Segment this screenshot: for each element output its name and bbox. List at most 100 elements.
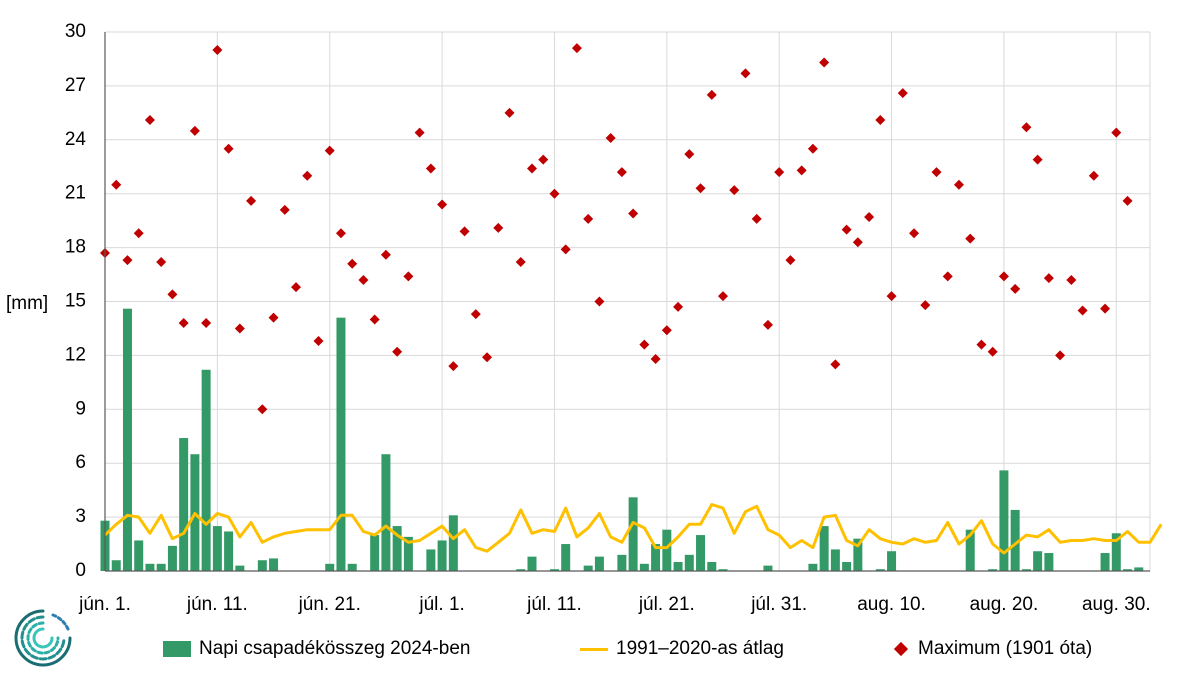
maximum-point bbox=[1100, 303, 1111, 314]
maximum-point bbox=[291, 282, 302, 293]
maximum-point bbox=[425, 163, 436, 174]
precip-bar bbox=[639, 563, 649, 571]
maximum-point bbox=[785, 255, 796, 266]
precip-bar bbox=[1100, 553, 1110, 571]
maximum-point bbox=[234, 323, 245, 334]
maximum-point bbox=[347, 258, 358, 269]
maximum-point bbox=[762, 319, 773, 330]
precip-bar bbox=[1010, 509, 1020, 571]
maximum-point bbox=[1077, 305, 1088, 316]
gridlines bbox=[104, 31, 1151, 571]
maximum-point bbox=[751, 213, 762, 224]
precip-bar bbox=[527, 556, 537, 571]
legend-label-average: 1991–2020-as átlag bbox=[616, 638, 784, 659]
x-tick-label: júl. 31. bbox=[750, 594, 807, 615]
maximum-point bbox=[369, 314, 380, 325]
x-tick-label: aug. 10. bbox=[857, 594, 926, 615]
maximum-point bbox=[729, 185, 740, 196]
maximum-point bbox=[998, 271, 1009, 282]
y-axis-ticks: 0 3 6 9 12 15 18 21 24 27 30 bbox=[65, 21, 87, 581]
maximum-point bbox=[1032, 154, 1043, 165]
precip-bar bbox=[651, 544, 661, 571]
maximum-point bbox=[695, 183, 706, 194]
maximum-point bbox=[571, 43, 582, 54]
maximum-point bbox=[819, 57, 830, 68]
maximum-point bbox=[470, 309, 481, 320]
precip-bar bbox=[718, 569, 728, 571]
precip-bar bbox=[437, 540, 447, 571]
maximum-point bbox=[1043, 273, 1054, 284]
maximum-point bbox=[897, 88, 908, 99]
maximum-point bbox=[650, 353, 661, 364]
maximum-point bbox=[526, 163, 537, 174]
precip-bar bbox=[696, 535, 706, 571]
x-tick-label: júl. 11. bbox=[526, 594, 582, 615]
y-tick-label: 12 bbox=[65, 344, 86, 365]
maximum-point bbox=[144, 115, 155, 126]
maximum-point bbox=[931, 167, 942, 178]
x-tick-label: júl. 21. bbox=[638, 594, 695, 615]
precip-bar bbox=[516, 569, 526, 571]
maximum-point bbox=[302, 170, 313, 181]
precip-bar bbox=[842, 562, 852, 571]
legend-item-daily: Napi csapadékösszeg 2024-ben bbox=[163, 632, 470, 666]
y-tick-label: 21 bbox=[65, 183, 86, 204]
legend-swatch-diamond bbox=[893, 641, 909, 657]
precip-bar bbox=[392, 526, 402, 571]
maximum-point bbox=[504, 107, 515, 118]
precip-bar bbox=[235, 565, 245, 571]
precip-bar bbox=[853, 538, 863, 571]
maximum-point bbox=[628, 208, 639, 219]
maximum-point bbox=[178, 318, 189, 329]
maximum-point bbox=[223, 143, 234, 154]
precip-bar bbox=[381, 454, 391, 571]
precip-bar bbox=[111, 560, 121, 571]
precip-bar bbox=[808, 563, 818, 571]
maximum-point bbox=[920, 300, 931, 311]
precip-bar bbox=[1033, 551, 1043, 571]
precip-bar bbox=[156, 563, 166, 571]
maximum-point bbox=[437, 199, 448, 210]
maximum-point bbox=[684, 149, 695, 160]
maximum-point bbox=[335, 228, 346, 239]
precip-bar bbox=[224, 531, 234, 571]
y-tick-label: 3 bbox=[75, 506, 86, 527]
precip-bar bbox=[212, 526, 222, 571]
maximum-point bbox=[718, 291, 729, 302]
maximum-point bbox=[942, 271, 953, 282]
precip-bar bbox=[617, 554, 627, 571]
legend-label-daily: Napi csapadékösszeg 2024-ben bbox=[199, 638, 471, 659]
maximum-point bbox=[909, 228, 920, 239]
precip-bar bbox=[167, 545, 177, 571]
maximum-markers bbox=[100, 43, 1133, 415]
maximum-point bbox=[257, 404, 268, 415]
maximum-point bbox=[482, 352, 493, 363]
x-tick-label: aug. 20. bbox=[970, 594, 1039, 615]
x-axis-ticks: jún. 1. jún. 11. jún. 21. júl. 1. júl. 11. jú… bbox=[78, 594, 1151, 615]
precip-bar bbox=[561, 544, 571, 571]
maximum-point bbox=[448, 361, 459, 372]
precip-bar bbox=[134, 540, 144, 571]
precip-bar bbox=[403, 536, 413, 571]
maximum-point bbox=[583, 213, 594, 224]
maximum-point bbox=[167, 289, 178, 300]
maximum-point bbox=[515, 256, 526, 267]
logo-icon bbox=[14, 609, 72, 667]
maximum-point bbox=[987, 346, 998, 357]
maximum-point bbox=[886, 291, 897, 302]
maximum-point bbox=[1021, 122, 1032, 133]
legend-label-maximum: Maximum (1901 óta) bbox=[918, 638, 1093, 659]
precip-bar bbox=[988, 569, 998, 571]
maximum-point bbox=[1010, 283, 1021, 294]
precip-bar bbox=[875, 569, 885, 571]
maximum-point bbox=[875, 115, 886, 126]
y-tick-label: 18 bbox=[65, 237, 86, 258]
precip-bar bbox=[662, 529, 672, 571]
legend-swatch-line bbox=[580, 647, 608, 651]
precip-bar bbox=[819, 526, 829, 571]
precip-bar bbox=[1044, 553, 1054, 571]
maximum-point bbox=[594, 296, 605, 307]
maximum-point bbox=[965, 233, 976, 244]
maximum-point bbox=[403, 271, 414, 282]
axes bbox=[104, 32, 1150, 572]
